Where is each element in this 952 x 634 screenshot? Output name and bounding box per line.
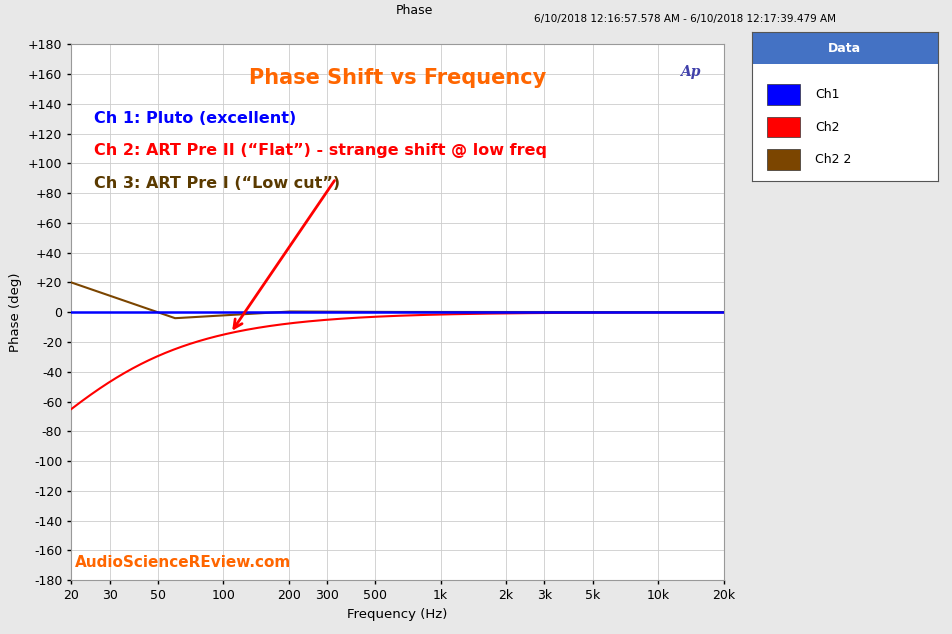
Text: Ch 1: Pluto (excellent): Ch 1: Pluto (excellent) — [94, 112, 296, 126]
Text: AudioScienceREview.com: AudioScienceREview.com — [74, 555, 291, 571]
Text: Ch 2: ART Pre II (“Flat”) - strange shift @ low freq: Ch 2: ART Pre II (“Flat”) - strange shif… — [94, 143, 547, 158]
Text: Phase: Phase — [395, 4, 433, 18]
Y-axis label: Phase (deg): Phase (deg) — [10, 273, 22, 352]
Text: Phase Shift vs Frequency: Phase Shift vs Frequency — [248, 68, 546, 89]
Text: Ch2 2: Ch2 2 — [815, 153, 852, 166]
Bar — [767, 84, 801, 105]
X-axis label: Frequency (Hz): Frequency (Hz) — [347, 608, 447, 621]
Text: 6/10/2018 12:16:57.578 AM - 6/10/2018 12:17:39.479 AM: 6/10/2018 12:16:57.578 AM - 6/10/2018 12… — [534, 14, 837, 24]
Text: Ch 3: ART Pre I (“Low cut”): Ch 3: ART Pre I (“Low cut”) — [94, 176, 341, 191]
Text: Ap: Ap — [680, 65, 701, 79]
Text: Ch2: Ch2 — [815, 120, 840, 134]
Text: Ch1: Ch1 — [815, 87, 840, 101]
Text: Data: Data — [828, 42, 862, 55]
Bar — [767, 150, 801, 171]
Bar — [752, 32, 938, 65]
Bar — [767, 117, 801, 138]
